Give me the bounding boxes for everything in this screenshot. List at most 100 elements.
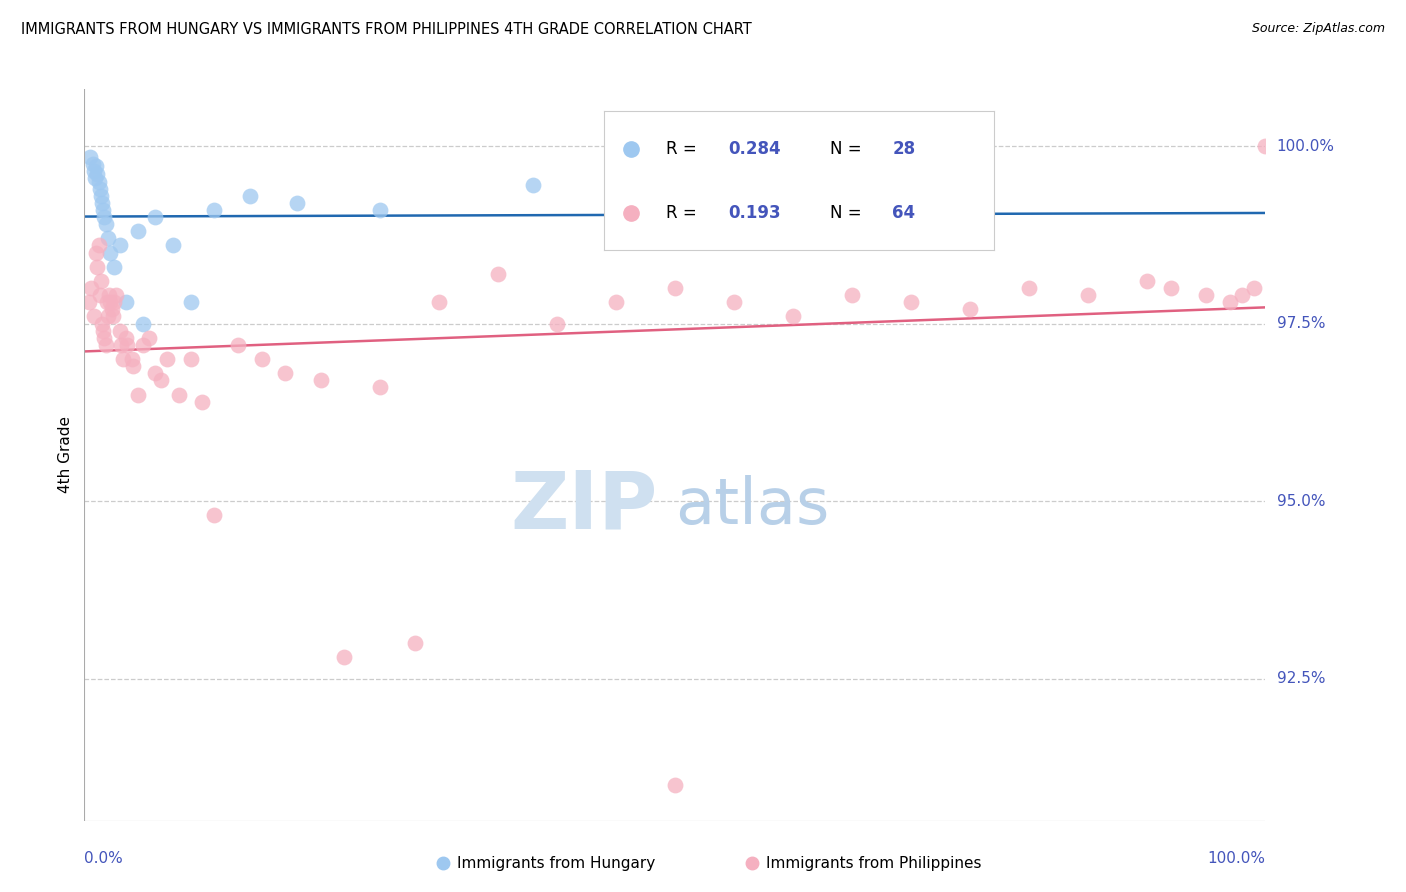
Point: [1243, 281, 1265, 295]
Point: [121, 352, 143, 367]
Point: [202, 508, 225, 523]
Point: [91, 317, 114, 331]
Point: [522, 178, 544, 192]
Point: [84, 171, 107, 186]
Text: Immigrants from Hungary: Immigrants from Hungary: [457, 856, 655, 871]
Point: [1219, 295, 1241, 310]
Point: [664, 778, 686, 792]
Point: [121, 359, 143, 373]
Point: [94, 217, 117, 231]
Point: [1018, 281, 1040, 295]
Point: [127, 224, 149, 238]
Point: [180, 295, 202, 310]
Text: 100.0%: 100.0%: [1208, 851, 1265, 866]
Point: [91, 324, 114, 338]
Point: [1136, 274, 1159, 288]
Point: [180, 352, 202, 367]
Point: [285, 195, 308, 210]
Point: [96, 295, 118, 310]
Point: [80, 281, 103, 295]
Text: atlas: atlas: [675, 475, 830, 537]
Text: Source: ZipAtlas.com: Source: ZipAtlas.com: [1251, 22, 1385, 36]
Point: [782, 310, 804, 324]
Point: [368, 380, 391, 394]
Point: [202, 202, 225, 217]
Point: [87, 174, 110, 188]
Point: [79, 150, 101, 164]
Point: [84, 159, 107, 173]
Point: [114, 331, 136, 345]
Point: [309, 373, 332, 387]
Point: [101, 310, 124, 324]
Point: [86, 168, 108, 182]
Point: [86, 260, 108, 274]
Point: [333, 650, 356, 665]
Point: [110, 338, 132, 352]
Point: [1195, 288, 1218, 302]
Point: [404, 636, 426, 650]
Point: [959, 302, 981, 317]
Point: [664, 281, 686, 295]
Point: [83, 310, 105, 324]
Text: 100.0%: 100.0%: [1277, 138, 1334, 153]
Point: [162, 238, 184, 252]
Point: [138, 331, 160, 345]
Y-axis label: 4th Grade: 4th Grade: [58, 417, 73, 493]
Point: [98, 295, 121, 310]
Point: [1077, 288, 1099, 302]
Point: [132, 338, 155, 352]
Text: IMMIGRANTS FROM HUNGARY VS IMMIGRANTS FROM PHILIPPINES 4TH GRADE CORRELATION CHA: IMMIGRANTS FROM HUNGARY VS IMMIGRANTS FR…: [21, 22, 752, 37]
Point: [274, 366, 297, 380]
Point: [108, 238, 131, 252]
Point: [841, 288, 863, 302]
Point: [1254, 139, 1277, 153]
Point: [1230, 288, 1253, 302]
Point: [143, 210, 166, 224]
Point: [82, 157, 104, 171]
Point: [98, 245, 121, 260]
Point: [97, 231, 120, 245]
Point: [226, 338, 249, 352]
Point: [90, 274, 112, 288]
Point: [900, 295, 922, 310]
Point: [368, 202, 391, 217]
Point: [1160, 281, 1182, 295]
Point: [90, 188, 112, 202]
Point: [427, 295, 450, 310]
Point: [250, 352, 273, 367]
Text: ZIP: ZIP: [510, 467, 657, 545]
Point: [132, 317, 155, 331]
Point: [115, 338, 138, 352]
Point: [191, 394, 214, 409]
Text: 95.0%: 95.0%: [1277, 493, 1324, 508]
Point: [167, 387, 190, 401]
Point: [94, 338, 117, 352]
Point: [114, 295, 136, 310]
Point: [105, 288, 128, 302]
Point: [83, 164, 105, 178]
Point: [239, 188, 262, 202]
Point: [89, 181, 111, 195]
Point: [150, 373, 173, 387]
Point: [723, 295, 745, 310]
Point: [100, 302, 122, 317]
Point: [91, 202, 114, 217]
Text: 97.5%: 97.5%: [1277, 316, 1324, 331]
Point: [87, 238, 110, 252]
Point: [91, 195, 114, 210]
Point: [143, 366, 166, 380]
Point: [103, 295, 125, 310]
Point: [546, 317, 568, 331]
Point: [77, 295, 100, 310]
Point: [108, 324, 131, 338]
Text: Immigrants from Philippines: Immigrants from Philippines: [766, 856, 981, 871]
Point: [97, 310, 120, 324]
Point: [93, 331, 115, 345]
Text: 0.0%: 0.0%: [84, 851, 124, 866]
Point: [112, 352, 135, 367]
Point: [486, 267, 509, 281]
Point: [156, 352, 179, 367]
Point: [84, 245, 107, 260]
Text: 92.5%: 92.5%: [1277, 671, 1324, 686]
Point: [93, 210, 115, 224]
